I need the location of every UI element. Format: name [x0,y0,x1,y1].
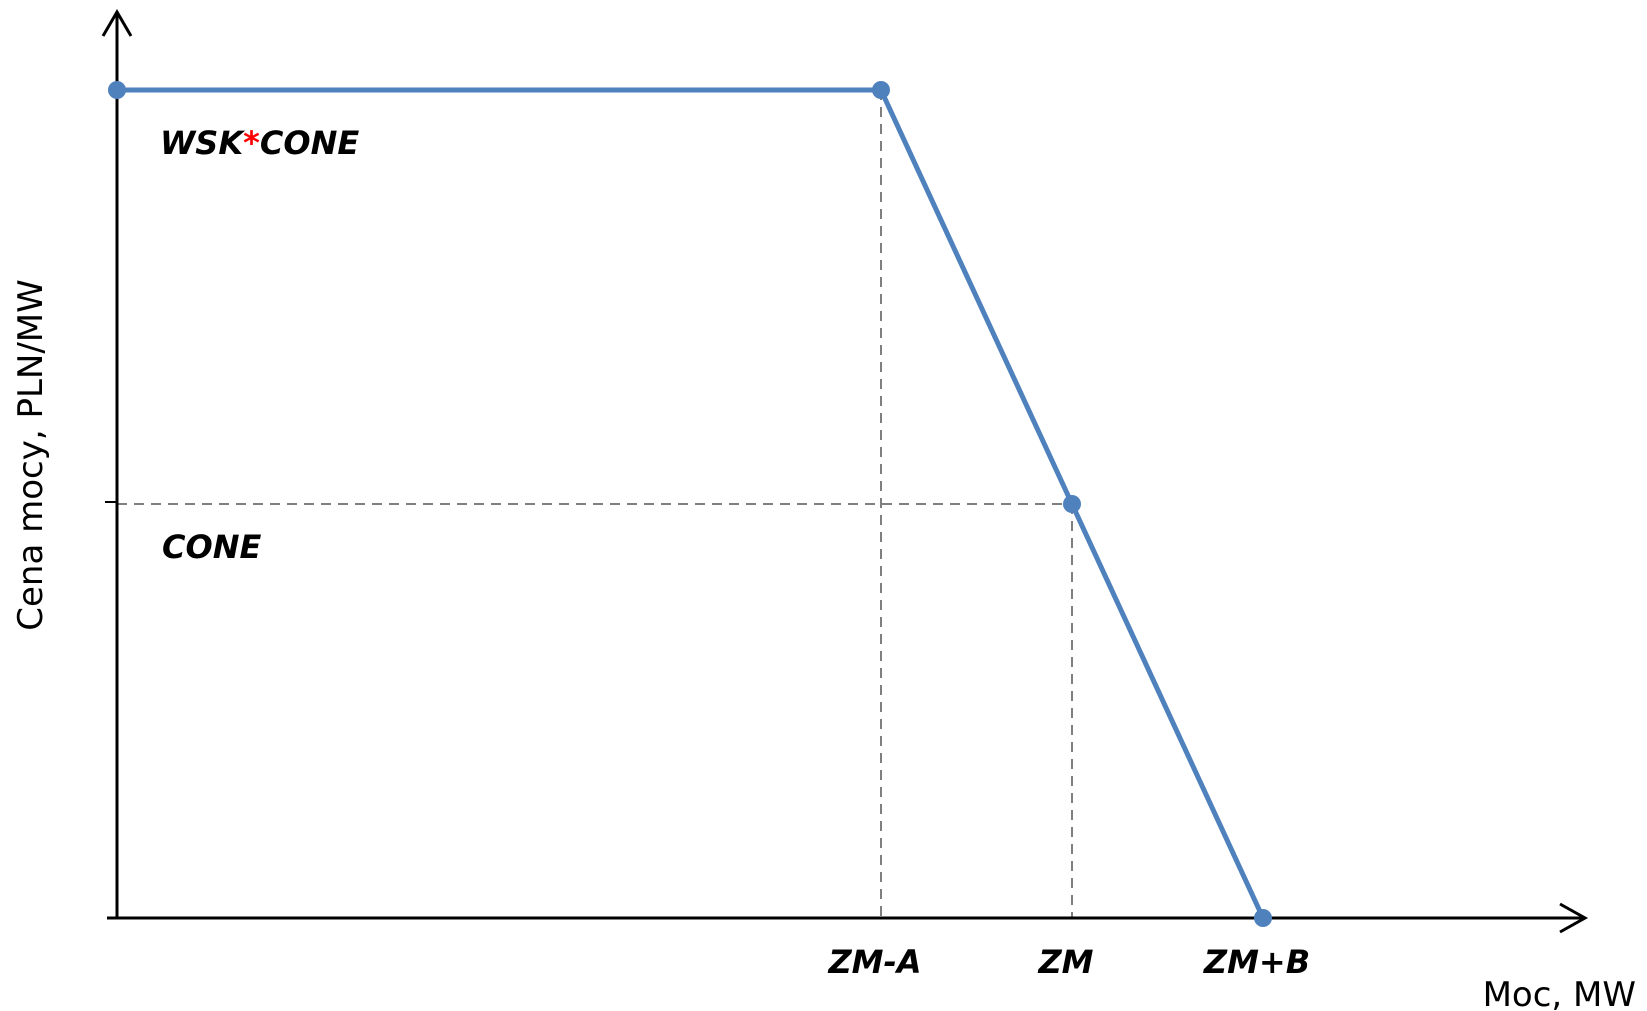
x-tick-labels: ZM-A ZM ZM+B [827,943,1310,981]
x-tick-label: ZM [1037,943,1093,981]
data-point [1063,495,1081,513]
cap-annotation: WSK*CONE [160,124,359,162]
guides-layer [117,90,1073,918]
y-axis-label: Cena mocy, PLN/MW [11,279,51,631]
y-axis-arrow [101,9,133,37]
x-tick-label: ZM+B [1203,943,1310,981]
cone-annotation: CONE [162,528,261,566]
data-point [108,81,126,99]
demand-curve-line [117,87,1266,920]
x-tick-label: ZM-A [827,943,921,981]
x-axis-arrow [1559,902,1589,934]
x-axis-label: Moc, MW [1483,975,1636,1011]
series-layer [108,81,1272,927]
data-point [872,81,890,99]
data-point [1254,909,1272,927]
